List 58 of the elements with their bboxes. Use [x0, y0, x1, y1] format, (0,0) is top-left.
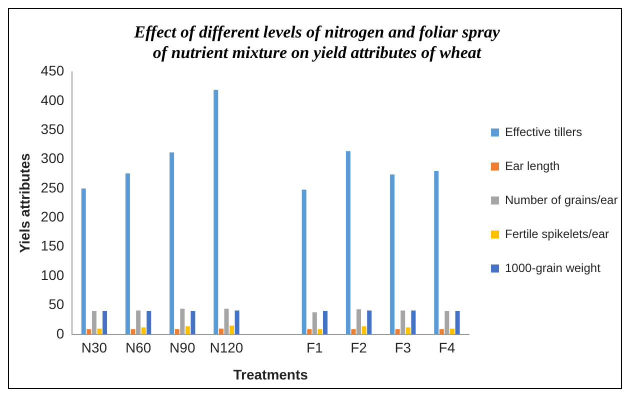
y-tick-label: 350 [40, 121, 64, 138]
bar [214, 90, 218, 334]
bar [141, 327, 146, 334]
bar [97, 328, 102, 334]
bar [395, 329, 400, 334]
x-tick-label: F1 [306, 340, 324, 356]
legend-label: Effective tillers [505, 124, 582, 139]
y-tick-label: 300 [40, 150, 64, 166]
bar [234, 310, 240, 334]
bar [102, 311, 108, 334]
legend-label: Fertile spikelets/ear [505, 226, 610, 241]
x-tick-label: N30 [81, 340, 108, 356]
y-tick-label: 150 [40, 238, 64, 254]
y-tick-label: 400 [40, 92, 64, 108]
x-tick-label: F2 [350, 340, 368, 356]
bar [455, 311, 460, 334]
legend-label: Ear length [505, 158, 560, 173]
bar [230, 326, 234, 334]
bar [439, 329, 444, 334]
bar [362, 326, 366, 334]
bar [351, 329, 356, 334]
y-tick-label: 450 [40, 62, 64, 79]
bar [146, 311, 152, 334]
bar [367, 310, 372, 334]
bar [190, 311, 196, 334]
bar [86, 329, 92, 334]
y-tick-label: 100 [40, 266, 64, 283]
bar [174, 329, 180, 334]
y-tick-label: 50 [48, 296, 64, 312]
bar [406, 327, 410, 334]
x-tick-label: F3 [394, 340, 412, 356]
bar [390, 174, 395, 334]
y-axis-title: Yiels attributes [16, 152, 32, 254]
bar [81, 188, 86, 334]
bar [318, 329, 322, 334]
x-tick-label: N60 [125, 340, 152, 356]
legend-label: 1000-grain weight [505, 260, 602, 275]
chart-title: Effect of different levels of nitrogen and foliar spray of nutrient mixture on yield attributes of wheat [133, 22, 500, 62]
x-tick-label: N120 [210, 340, 244, 356]
bar [170, 152, 174, 334]
y-tick-label: 200 [40, 208, 64, 225]
bar [411, 310, 416, 334]
bar [185, 326, 190, 334]
x-tick-label: N90 [170, 340, 196, 356]
bar [434, 171, 439, 334]
legend-label: Number of grains/ear [505, 192, 618, 207]
bar [346, 151, 350, 334]
x-axis-title: Treatments [233, 366, 308, 382]
y-tick-label: 0 [56, 325, 64, 342]
bar [218, 328, 224, 334]
bar [323, 311, 328, 334]
y-tick-label: 250 [40, 179, 64, 196]
bar [450, 328, 454, 334]
x-tick-label: F4 [438, 340, 456, 356]
bar [307, 329, 312, 334]
bar [125, 173, 130, 334]
bar [130, 329, 136, 334]
bar [302, 190, 306, 334]
